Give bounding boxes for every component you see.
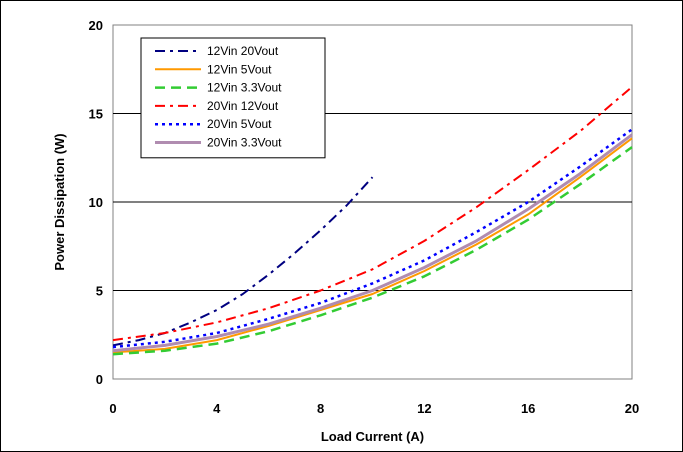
series-line-0: [112, 176, 374, 347]
series-line-4: [112, 128, 633, 349]
y-tick-label: 15: [89, 107, 103, 122]
x-axis-ticks: 0 4 8 12 16 20: [109, 401, 639, 416]
series-line-2: [112, 146, 633, 356]
y-tick-label: 20: [89, 18, 103, 33]
x-tick-label: 20: [625, 401, 639, 416]
legend-label-2: 12Vin 3.3Vout: [207, 81, 282, 95]
y-axis-title: Power Dissipation (W): [52, 133, 67, 270]
legend-label-5: 20Vin 3.3Vout: [207, 136, 282, 150]
series-line-3: [112, 86, 633, 342]
legend-label-1: 12Vin 5Vout: [207, 62, 272, 76]
series-line-5: [112, 133, 633, 353]
legend: 12Vin 20Vout 12Vin 5Vout 12Vin 3.3Vout 20Vi…: [140, 37, 326, 159]
y-tick-label: 0: [96, 372, 103, 387]
series-line-1: [112, 137, 633, 354]
x-tick-label: 12: [417, 401, 431, 416]
x-tick-label: 8: [317, 401, 324, 416]
x-tick-label: 16: [521, 401, 535, 416]
legend-box: [140, 37, 326, 159]
legend-label-3: 20Vin 12Vout: [207, 99, 279, 113]
legend-label-0: 12Vin 20Vout: [207, 44, 279, 58]
y-axis-ticks: 0 5 10 15 20: [89, 18, 103, 387]
y-tick-label: 5: [96, 284, 103, 299]
y-tick-label: 10: [89, 195, 103, 210]
x-axis-title: Load Current (A): [321, 429, 424, 444]
x-tick-label: 4: [213, 401, 221, 416]
x-tick-label: 0: [109, 401, 116, 416]
legend-label-4: 20Vin 5Vout: [207, 117, 272, 131]
series-layer: [112, 86, 633, 356]
